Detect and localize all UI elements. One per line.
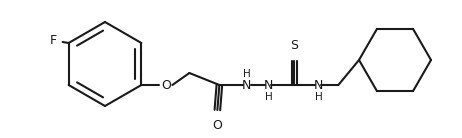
Text: N: N (242, 79, 252, 91)
Text: H: H (265, 91, 273, 102)
Text: F: F (49, 34, 57, 47)
Text: H: H (243, 68, 251, 79)
Text: N: N (314, 79, 323, 91)
Text: H: H (315, 91, 323, 102)
Text: O: O (161, 79, 171, 91)
Text: O: O (213, 119, 222, 132)
Text: S: S (291, 39, 298, 52)
Text: N: N (264, 79, 274, 91)
